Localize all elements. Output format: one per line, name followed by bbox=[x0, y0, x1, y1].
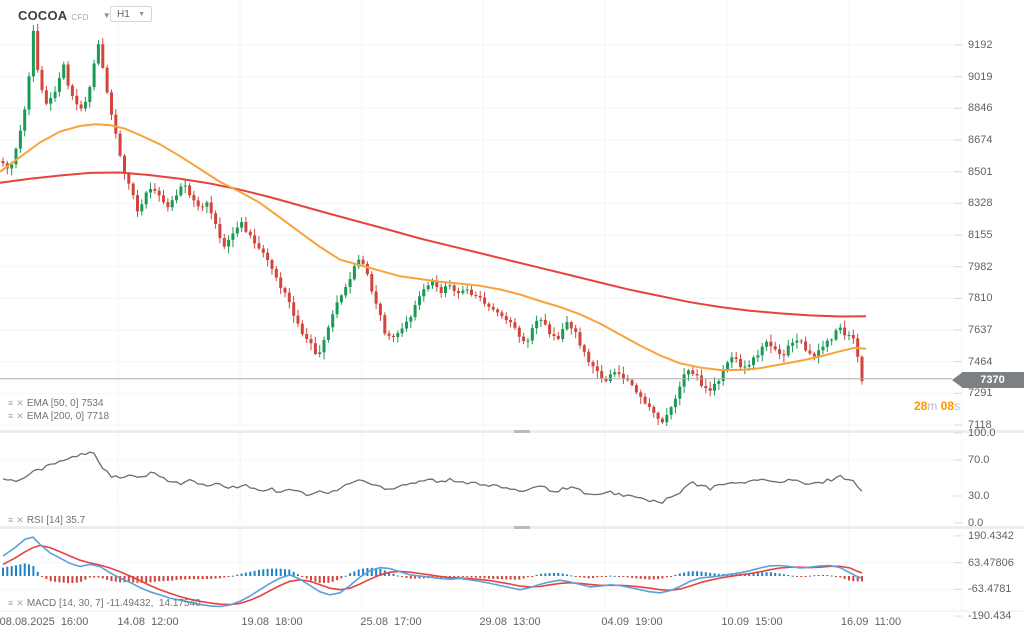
price-axis-label: 8501 bbox=[968, 165, 993, 178]
macd-line bbox=[2, 536, 863, 608]
price-axis-label: 7810 bbox=[968, 292, 993, 305]
price-axis-label: 7982 bbox=[968, 260, 993, 273]
panel-separator bbox=[0, 430, 1024, 433]
instrument-symbol: COCOA bbox=[18, 8, 68, 23]
panel-resize-handle[interactable] bbox=[514, 429, 530, 434]
candle-countdown: 28m 08s bbox=[914, 399, 960, 413]
macd-axis-label: -190.434 bbox=[968, 610, 1012, 623]
macd-label: MACD [14, 30, 7] -11.49432, 14.17540 bbox=[26, 597, 201, 609]
ema50-line bbox=[0, 123, 867, 371]
countdown-minutes-unit: m bbox=[927, 399, 938, 413]
time-axis-label: 16.09 11:00 bbox=[840, 616, 902, 628]
time-axis-label: 29.08 13:00 bbox=[479, 616, 541, 628]
macd-axis-label: 190.4342 bbox=[968, 529, 1014, 542]
rsi-indicator-row: ≡ ✕ RSI [14] 35.7 bbox=[8, 514, 85, 526]
rsi-axis-label: 100.0 bbox=[968, 427, 996, 439]
indicator-settings-icon[interactable]: ≡ bbox=[8, 397, 14, 408]
rsi-axis-label: 30.0 bbox=[968, 490, 990, 502]
time-axis-label: 04.09 19:00 bbox=[601, 616, 663, 628]
ema200-label: EMA [200, 0] 7718 bbox=[26, 410, 110, 422]
time-axis-label: 10.09 15:00 bbox=[721, 616, 783, 628]
rsi-line bbox=[2, 451, 863, 504]
price-axis-label: 7637 bbox=[968, 324, 993, 336]
price-axis-label: 8674 bbox=[968, 134, 993, 146]
ema50-indicator-row: ≡ ✕ EMA [50, 0] 7534 bbox=[8, 397, 104, 409]
time-axis-label: 14.08 12:00 bbox=[117, 616, 179, 628]
indicator-settings-icon[interactable]: ≡ bbox=[8, 514, 14, 525]
macd-axis-label: 63.47806 bbox=[968, 556, 1014, 569]
indicator-remove-icon[interactable]: ✕ bbox=[16, 397, 24, 408]
price-axis-label: 7118 bbox=[968, 419, 992, 431]
macd-signal-line bbox=[2, 544, 863, 606]
countdown-seconds: 08 bbox=[940, 399, 955, 413]
indicator-remove-icon[interactable]: ✕ bbox=[16, 514, 24, 525]
gridlines bbox=[0, 0, 963, 611]
indicator-settings-icon[interactable]: ≡ bbox=[8, 410, 14, 421]
price-axis-label: 9019 bbox=[968, 70, 993, 83]
time-axis-label: 08.08.2025 16:00 bbox=[0, 616, 89, 628]
ema200-line bbox=[0, 171, 867, 318]
chevron-down-icon: ▼ bbox=[102, 11, 111, 20]
timeframe-select[interactable]: H1 ▼ bbox=[110, 6, 152, 22]
countdown-seconds-unit: s bbox=[954, 399, 961, 413]
timeframe-value: H1 bbox=[117, 8, 130, 20]
price-axis-label: 7291 bbox=[968, 387, 993, 400]
price-axis-label: 8846 bbox=[968, 102, 993, 115]
panel-separator bbox=[0, 526, 1024, 529]
ema200-indicator-row: ≡ ✕ EMA [200, 0] 7718 bbox=[8, 410, 109, 422]
countdown-minutes: 28 bbox=[914, 399, 928, 413]
time-axis-label: 25.08 17:00 bbox=[360, 616, 422, 628]
panel-resize-handle[interactable] bbox=[514, 525, 530, 530]
axis-ticks bbox=[954, 44, 962, 617]
rsi-axis-label: 0.0 bbox=[968, 517, 984, 529]
rsi-axis-label: 70.0 bbox=[968, 454, 990, 466]
price-axis-label: 7464 bbox=[968, 355, 993, 368]
indicator-remove-icon[interactable]: ✕ bbox=[16, 410, 24, 421]
indicator-remove-icon[interactable]: ✕ bbox=[16, 597, 24, 608]
macd-axis-label: -63.4781 bbox=[968, 583, 1012, 596]
current-price-badge: 7370 bbox=[952, 372, 1024, 388]
macd-histogram bbox=[2, 563, 863, 584]
time-axis-label: 19.08 18:00 bbox=[241, 616, 303, 628]
rsi-label: RSI [14] 35.7 bbox=[26, 514, 86, 526]
price-axis-label: 8155 bbox=[968, 229, 993, 241]
indicator-settings-icon[interactable]: ≡ bbox=[8, 597, 14, 608]
instrument-type-badge: CFD bbox=[71, 12, 89, 22]
instrument-selector[interactable]: COCOA CFD ▼ bbox=[18, 8, 111, 23]
macd-indicator-row: ≡ ✕ MACD [14, 30, 7] -11.49432, 14.17540 bbox=[8, 597, 201, 609]
chevron-down-icon: ▼ bbox=[138, 10, 145, 18]
ema50-label: EMA [50, 0] 7534 bbox=[26, 397, 104, 409]
candles-layer bbox=[1, 23, 864, 426]
price-axis-label: 9192 bbox=[968, 39, 993, 51]
price-axis-label: 8328 bbox=[968, 197, 993, 210]
